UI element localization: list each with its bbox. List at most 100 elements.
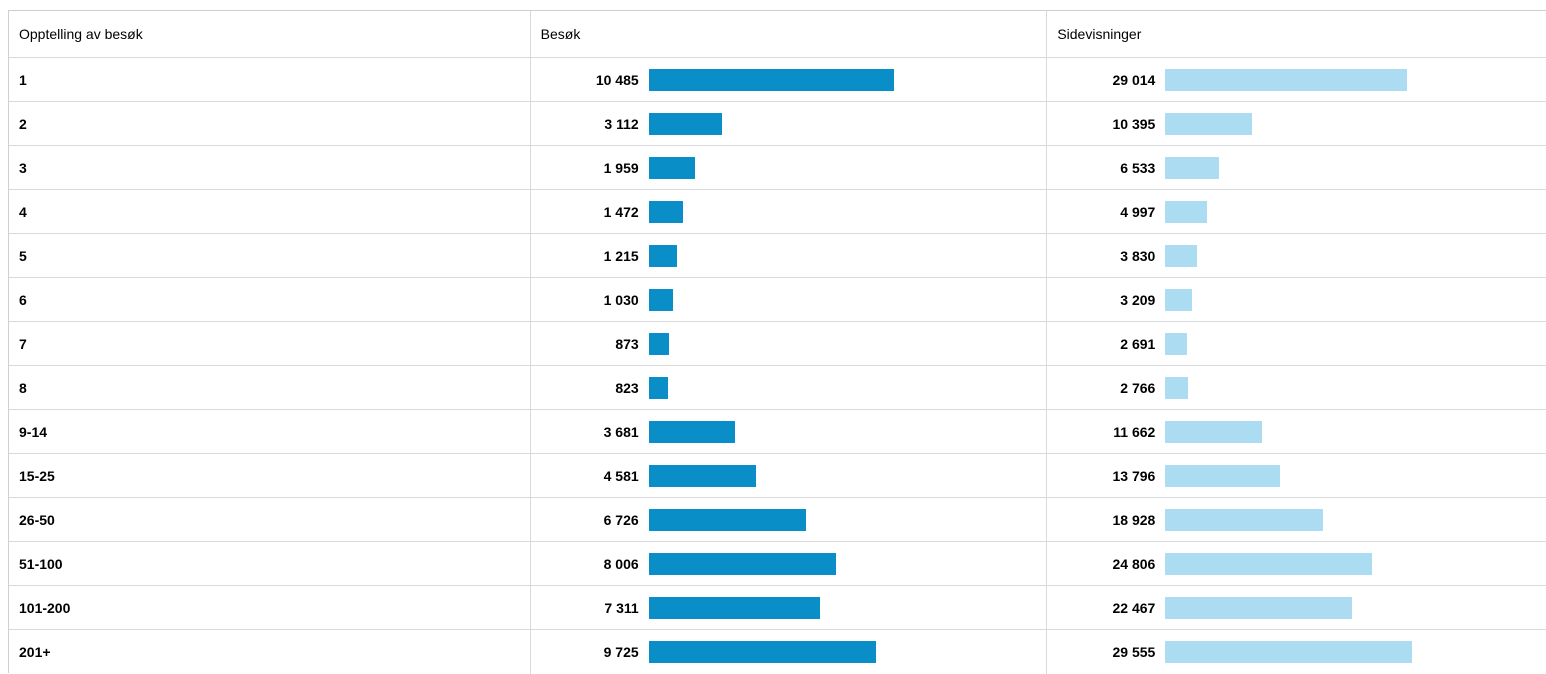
pageviews-bar-track xyxy=(1165,332,1545,355)
visit-count-label: 9-14 xyxy=(9,410,531,453)
visits-cell: 4 581 xyxy=(531,454,1048,497)
pageviews-cell: 3 209 xyxy=(1047,278,1546,321)
visits-value: 3 112 xyxy=(604,115,639,132)
pageviews-value: 29 014 xyxy=(1112,71,1156,88)
visits-bar-track xyxy=(648,200,1029,223)
visits-bar xyxy=(648,641,876,663)
visits-cell: 6 726 xyxy=(531,498,1048,541)
visit-count-label: 6 xyxy=(9,278,531,321)
visit-count-label: 1 xyxy=(9,58,531,101)
table-row: 2 3 112 10 395 xyxy=(9,102,1546,146)
pageviews-bar-track xyxy=(1165,508,1545,531)
visits-bar-track xyxy=(648,244,1029,267)
pageviews-value: 6 533 xyxy=(1120,159,1156,176)
visits-bar-track xyxy=(648,112,1029,135)
table-row: 26-50 6 726 18 928 xyxy=(9,498,1546,542)
column-header-visit-count[interactable]: Opptelling av besøk xyxy=(9,11,531,57)
pageviews-bar xyxy=(1165,112,1253,135)
visits-bar xyxy=(648,288,673,311)
visits-value: 873 xyxy=(615,335,639,352)
visits-bar xyxy=(648,552,836,575)
visits-value: 9 725 xyxy=(603,644,639,660)
pageviews-cell: 29 014 xyxy=(1047,58,1546,101)
pageviews-cell: 11 662 xyxy=(1047,410,1546,453)
table-row: 51-100 8 006 24 806 xyxy=(9,542,1546,586)
visit-count-report-table: Opptelling av besøk Besøk Sidevisninger … xyxy=(8,10,1546,674)
visit-count-label: 51-100 xyxy=(9,542,531,585)
pageviews-value: 10 395 xyxy=(1112,115,1156,132)
visits-bar-track xyxy=(648,288,1029,311)
visits-bar xyxy=(648,420,735,443)
visits-value: 823 xyxy=(615,379,639,396)
visit-count-label: 101-200 xyxy=(9,586,531,629)
table-header-row: Opptelling av besøk Besøk Sidevisninger xyxy=(9,11,1546,58)
visits-value: 1 215 xyxy=(603,247,639,264)
pageviews-bar xyxy=(1165,244,1198,267)
visits-value: 6 726 xyxy=(603,511,639,528)
visits-cell: 3 112 xyxy=(531,102,1048,145)
pageviews-value: 11 662 xyxy=(1113,423,1156,440)
pageviews-bar-track xyxy=(1165,376,1545,399)
pageviews-value: 24 806 xyxy=(1112,555,1156,572)
pageviews-cell: 6 533 xyxy=(1047,146,1546,189)
pageviews-bar xyxy=(1165,596,1353,619)
pageviews-value: 3 830 xyxy=(1120,247,1156,264)
visits-bar xyxy=(648,464,756,487)
visits-bar-track xyxy=(648,552,1029,575)
pageviews-bar xyxy=(1165,508,1324,531)
visit-count-label: 2 xyxy=(9,102,531,145)
pageviews-bar-track xyxy=(1165,288,1545,311)
pageviews-cell: 4 997 xyxy=(1047,190,1546,233)
visits-cell: 8 006 xyxy=(531,542,1048,585)
visits-bar-track xyxy=(648,156,1029,179)
visits-bar xyxy=(648,596,820,619)
pageviews-bar xyxy=(1165,200,1208,223)
pageviews-bar xyxy=(1165,376,1189,399)
visits-cell: 1 959 xyxy=(531,146,1048,189)
pageviews-value: 29 555 xyxy=(1112,644,1156,660)
pageviews-value: 18 928 xyxy=(1112,511,1156,528)
visit-count-label: 7 xyxy=(9,322,531,365)
visits-bar xyxy=(648,244,677,267)
visit-count-label: 5 xyxy=(9,234,531,277)
visits-bar xyxy=(648,200,683,223)
visits-bar-track xyxy=(648,508,1029,531)
table-row: 1 10 485 29 014 xyxy=(9,58,1546,102)
visits-value: 3 681 xyxy=(603,423,639,440)
pageviews-cell: 22 467 xyxy=(1047,586,1546,629)
pageviews-bar xyxy=(1165,420,1263,443)
visits-cell: 10 485 xyxy=(531,58,1048,101)
pageviews-bar xyxy=(1165,332,1188,355)
visits-cell: 1 215 xyxy=(531,234,1048,277)
pageviews-cell: 3 830 xyxy=(1047,234,1546,277)
visits-bar-track xyxy=(648,596,1029,619)
visits-bar-track xyxy=(648,420,1029,443)
column-header-pageviews[interactable]: Sidevisninger xyxy=(1057,26,1142,42)
table-row: 15-25 4 581 13 796 xyxy=(9,454,1546,498)
pageviews-bar-track xyxy=(1165,596,1545,619)
pageviews-value: 4 997 xyxy=(1120,203,1156,220)
visits-bar xyxy=(648,376,668,399)
visits-bar xyxy=(648,112,722,135)
visit-count-label: 201+ xyxy=(9,630,531,674)
pageviews-bar-track xyxy=(1165,420,1545,443)
pageviews-bar-track xyxy=(1165,68,1545,91)
visits-value: 4 581 xyxy=(603,467,639,484)
table-row: 9-14 3 681 11 662 xyxy=(9,410,1546,454)
pageviews-bar xyxy=(1165,68,1408,91)
visits-bar xyxy=(648,68,894,91)
visit-count-label: 8 xyxy=(9,366,531,409)
pageviews-bar-track xyxy=(1165,112,1545,135)
column-header-visits[interactable]: Besøk xyxy=(531,11,1048,57)
table-row: 3 1 959 6 533 xyxy=(9,146,1546,190)
visit-count-label: 15-25 xyxy=(9,454,531,497)
pageviews-bar xyxy=(1165,641,1413,663)
visits-bar xyxy=(648,508,806,531)
visits-cell: 9 725 xyxy=(531,630,1048,674)
visit-count-label: 4 xyxy=(9,190,531,233)
visits-cell: 823 xyxy=(531,366,1048,409)
visits-value: 1 030 xyxy=(603,291,639,308)
visit-count-label: 26-50 xyxy=(9,498,531,541)
pageviews-value: 13 796 xyxy=(1112,467,1156,484)
visits-bar-track xyxy=(648,464,1029,487)
